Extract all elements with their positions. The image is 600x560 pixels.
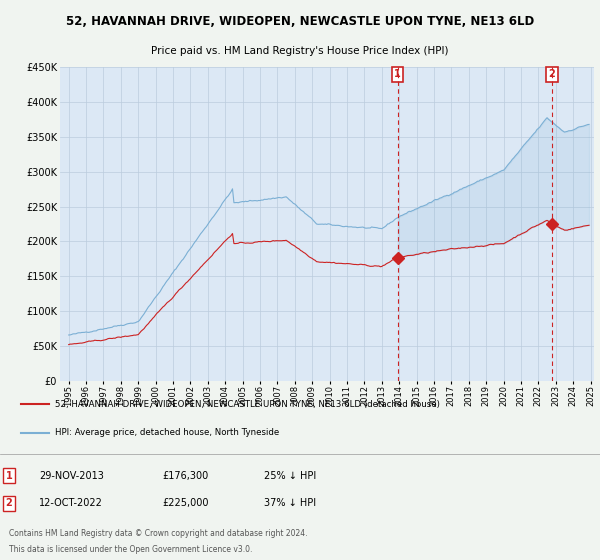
Text: 37% ↓ HPI: 37% ↓ HPI: [264, 498, 316, 508]
Text: HPI: Average price, detached house, North Tyneside: HPI: Average price, detached house, Nort…: [55, 428, 280, 437]
Text: 2: 2: [548, 69, 555, 79]
Text: £176,300: £176,300: [162, 471, 208, 481]
Text: 1: 1: [394, 69, 401, 79]
Text: Contains HM Land Registry data © Crown copyright and database right 2024.: Contains HM Land Registry data © Crown c…: [9, 529, 308, 538]
Text: 1: 1: [5, 471, 13, 481]
Text: 2: 2: [5, 498, 13, 508]
Text: 12-OCT-2022: 12-OCT-2022: [39, 498, 103, 508]
Text: This data is licensed under the Open Government Licence v3.0.: This data is licensed under the Open Gov…: [9, 544, 253, 554]
Text: Price paid vs. HM Land Registry's House Price Index (HPI): Price paid vs. HM Land Registry's House …: [151, 46, 449, 55]
Text: 29-NOV-2013: 29-NOV-2013: [39, 471, 104, 481]
Text: 52, HAVANNAH DRIVE, WIDEOPEN, NEWCASTLE UPON TYNE, NE13 6LD (detached house): 52, HAVANNAH DRIVE, WIDEOPEN, NEWCASTLE …: [55, 400, 440, 409]
Text: £225,000: £225,000: [162, 498, 209, 508]
Text: 25% ↓ HPI: 25% ↓ HPI: [264, 471, 316, 481]
Text: 52, HAVANNAH DRIVE, WIDEOPEN, NEWCASTLE UPON TYNE, NE13 6LD: 52, HAVANNAH DRIVE, WIDEOPEN, NEWCASTLE …: [66, 15, 534, 28]
